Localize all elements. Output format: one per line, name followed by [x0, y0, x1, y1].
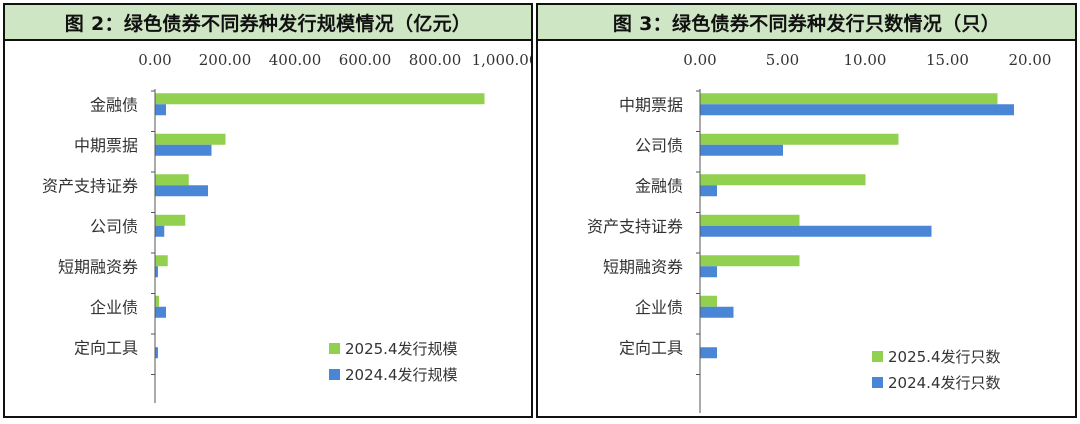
- bar-2024: [700, 185, 717, 197]
- bar-2024: [155, 104, 166, 116]
- bar-2025: [155, 174, 189, 186]
- x-tick-label: 5.00: [766, 51, 799, 69]
- bar-2025: [155, 133, 226, 145]
- chart-title: 图 3：绿色债券不同券种发行只数情况（只）: [612, 12, 1001, 35]
- category-label: 资产支持证券: [42, 176, 138, 195]
- category-label: 公司债: [635, 136, 683, 155]
- legend-swatch: [329, 343, 340, 354]
- chart-panel-issuance-count: 图 3：绿色债券不同券种发行只数情况（只） 0.00 5.00 10.00 15.00…: [536, 3, 1077, 418]
- bar-2025: [700, 93, 998, 105]
- legend-label: 2025.4发行规模: [345, 340, 458, 358]
- bar-2025: [700, 133, 899, 145]
- bar-2024: [155, 144, 212, 156]
- category-label: 金融债: [90, 95, 138, 114]
- bar-2024: [155, 347, 158, 359]
- chart-panel-issuance-scale: 图 2：绿色债券不同券种发行规模情况（亿元） 0.00 200.00 400.00 6…: [3, 3, 533, 418]
- category-label: 企业债: [635, 298, 683, 317]
- x-tick-label: 0.00: [683, 51, 716, 69]
- x-tick-label: 0.00: [138, 51, 171, 69]
- chart-title: 图 2：绿色债券不同券种发行规模情况（亿元）: [64, 12, 472, 35]
- bar-2025: [700, 214, 800, 226]
- category-label: 企业债: [90, 298, 138, 317]
- legend-label: 2025.4发行只数: [888, 348, 1001, 366]
- category-label: 定向工具: [619, 338, 683, 357]
- bar-chart-issuance-scale: 0.00 200.00 400.00 600.00 800.00 1,000.00 金融债中…: [42, 51, 531, 403]
- x-tick-label: 800.00: [409, 51, 462, 69]
- x-tick-label: 400.00: [269, 51, 322, 69]
- bar-2025: [700, 255, 800, 267]
- chart-header: 图 2：绿色债券不同券种发行规模情况（亿元）: [5, 5, 531, 41]
- category-label: 中期票据: [619, 95, 683, 114]
- category-label: 中期票据: [74, 136, 138, 155]
- category-label: 定向工具: [74, 338, 138, 357]
- x-tick-label: 15.00: [926, 51, 969, 69]
- bar-chart-issuance-count: 0.00 5.00 10.00 15.00 20.00 中期票据公司债金融债资产支持证券短…: [587, 51, 1052, 413]
- x-tick-label: 20.00: [1009, 51, 1052, 69]
- bar-2024: [155, 306, 166, 318]
- legend-swatch: [329, 369, 340, 380]
- bar-2024: [700, 144, 783, 156]
- legend-swatch: [872, 377, 883, 388]
- category-label: 短期融资券: [603, 257, 683, 276]
- bar-2024: [700, 347, 717, 359]
- bar-2024: [155, 266, 158, 278]
- bar-2025: [155, 255, 168, 267]
- bar-2025: [155, 295, 159, 307]
- x-tick-label: 200.00: [199, 51, 252, 69]
- chart-header: 图 3：绿色债券不同券种发行只数情况（只）: [538, 5, 1075, 41]
- legend-swatch: [872, 351, 883, 362]
- bar-2025: [155, 93, 485, 105]
- legend-label: 2024.4发行规模: [345, 366, 458, 384]
- bar-2025: [155, 214, 186, 226]
- bar-2024: [700, 266, 717, 278]
- x-tick-label: 600.00: [339, 51, 392, 69]
- bar-2024: [155, 225, 165, 237]
- x-tick-label: 10.00: [844, 51, 887, 69]
- bar-2024: [155, 185, 208, 197]
- category-label: 资产支持证券: [587, 217, 683, 236]
- bar-2024: [700, 306, 734, 318]
- category-label: 短期融资券: [58, 257, 138, 276]
- bar-2025: [700, 295, 717, 307]
- x-tick-label: 1,000.00: [472, 51, 531, 69]
- bar-2025: [700, 174, 866, 186]
- bar-2024: [700, 104, 1014, 116]
- category-label: 金融债: [635, 176, 683, 195]
- bar-2024: [700, 225, 932, 237]
- legend-label: 2024.4发行只数: [888, 374, 1001, 392]
- category-label: 公司债: [90, 217, 138, 236]
